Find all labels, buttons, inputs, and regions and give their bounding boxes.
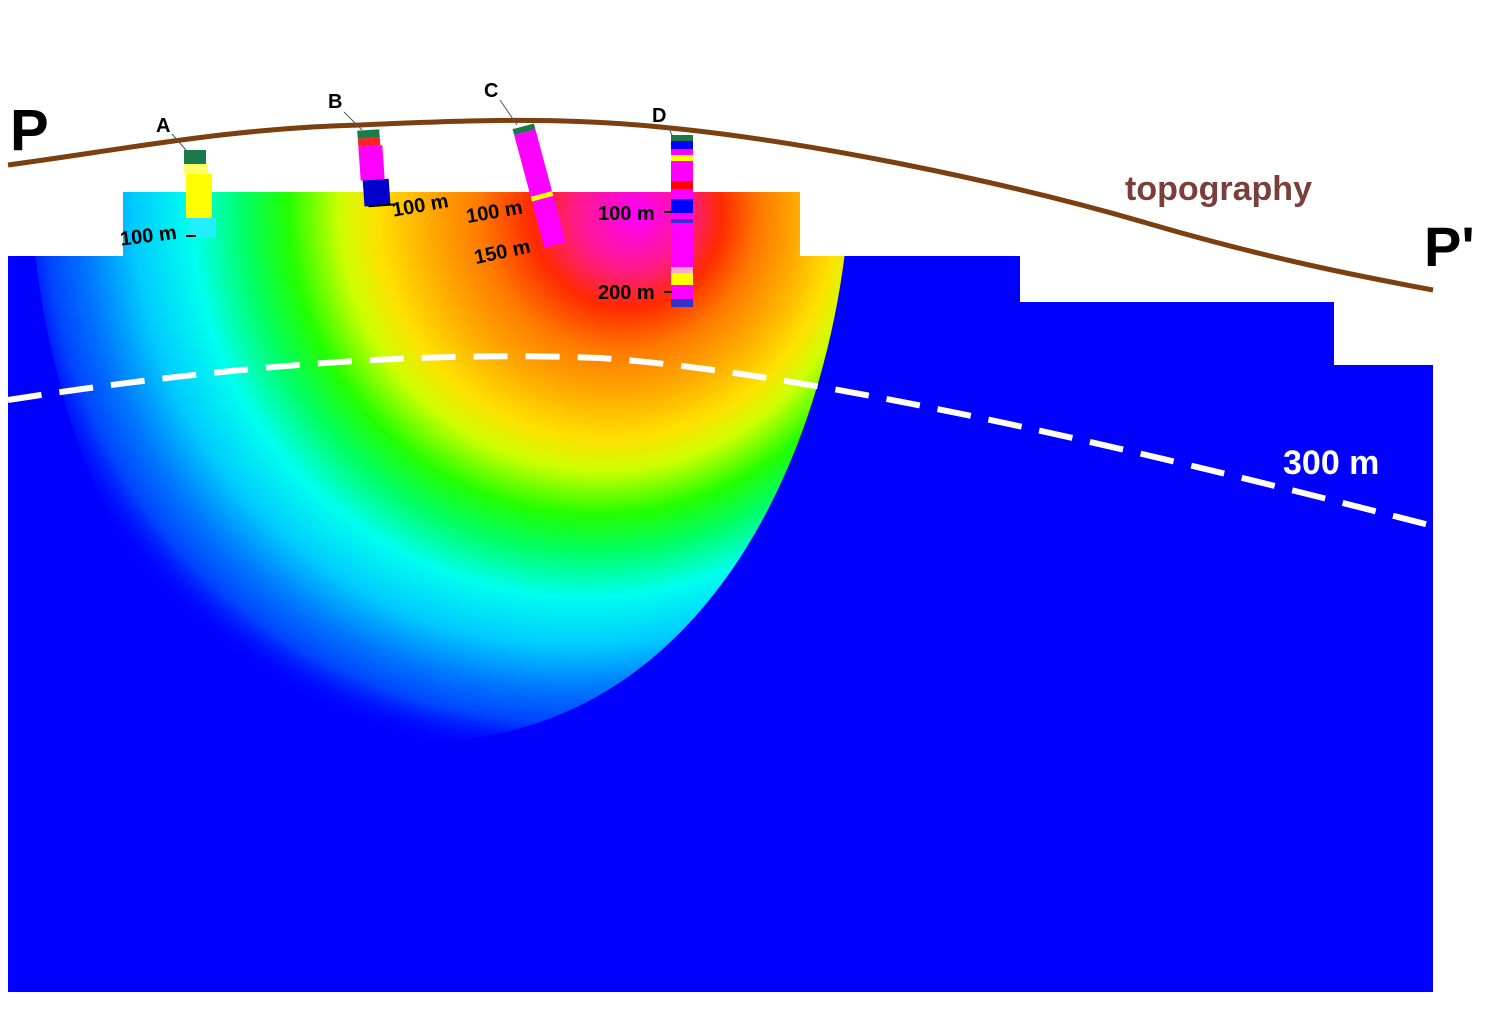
borehole-label: D: [652, 105, 666, 127]
depth-label: 100 m: [598, 203, 655, 225]
depth-line-label: 300 m: [1283, 444, 1379, 482]
borehole-label: B: [328, 91, 342, 113]
borehole-label: A: [156, 115, 170, 137]
anomaly-contours: [30, 192, 850, 742]
borehole-label: C: [484, 80, 498, 102]
borehole-a: A 100 m: [119, 115, 216, 251]
depth-line-300m: [7, 353, 1434, 529]
borehole-d: D 100 m 200 m: [598, 105, 693, 307]
borehole-b: B 100 m: [328, 91, 450, 222]
topography-label: topography: [1125, 170, 1312, 208]
depth-label: 200 m: [598, 282, 655, 304]
section-end-label: P': [1424, 215, 1475, 278]
topography-line: [7, 117, 1434, 293]
section-start-label: P: [10, 98, 49, 163]
